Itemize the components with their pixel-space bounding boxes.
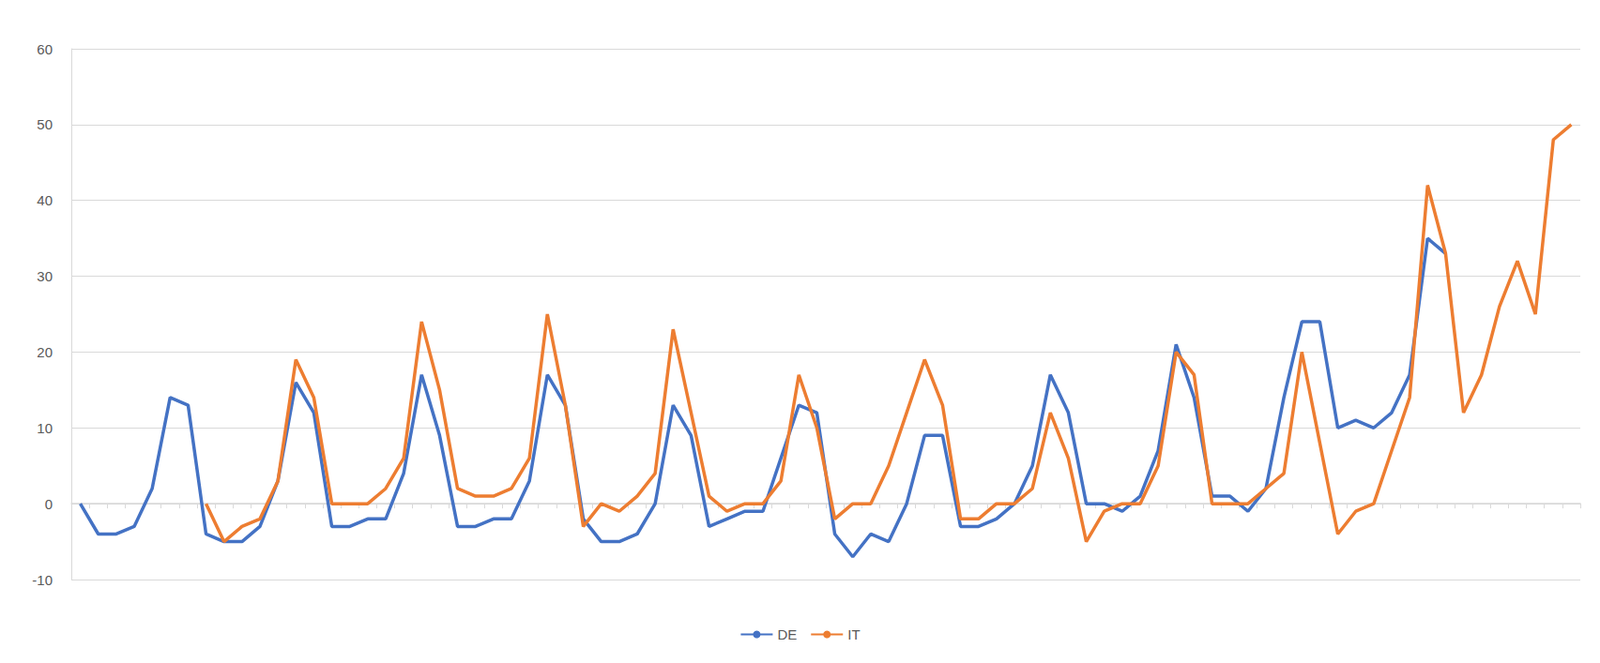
svg-text:60: 60: [36, 41, 53, 58]
svg-text:10: 10: [36, 420, 53, 437]
svg-text:40: 40: [36, 192, 53, 209]
svg-text:30: 30: [36, 268, 53, 285]
svg-text:50: 50: [36, 116, 53, 133]
svg-text:0: 0: [45, 496, 53, 513]
svg-text:-10: -10: [31, 572, 53, 589]
svg-text:20: 20: [36, 344, 53, 361]
svg-text:IT: IT: [847, 626, 860, 643]
svg-text:DE: DE: [777, 626, 797, 643]
